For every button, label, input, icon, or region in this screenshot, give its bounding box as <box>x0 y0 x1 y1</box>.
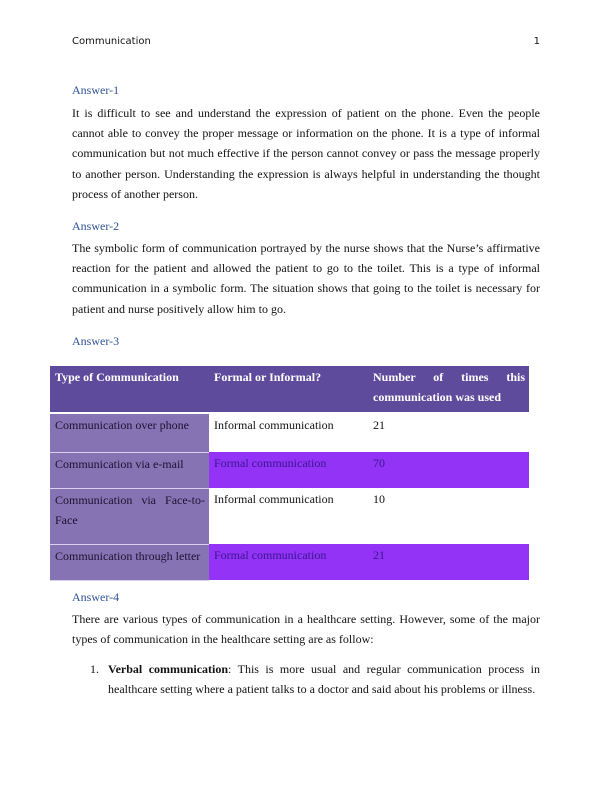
answer-1-heading: Answer-1 <box>72 83 120 97</box>
table-cell: 10 <box>373 492 385 506</box>
column-header: Type of Communication <box>50 366 209 414</box>
list-item-body: Verbal communication: This is more usual… <box>108 659 540 699</box>
table-cell: Communication via e-mail <box>50 452 209 489</box>
table-cell: Communication over phone <box>50 413 209 453</box>
table-cell: 21 <box>373 418 385 432</box>
table-row: Communication via Face-to-Face Informal … <box>50 488 529 545</box>
communication-table: Type of Communication Formal or Informal… <box>50 366 529 581</box>
list-term: Verbal communication <box>108 662 229 676</box>
table-row: Communication over phone Informal commun… <box>50 413 529 453</box>
page-number: 1 <box>533 36 540 47</box>
table-cell: Informal communication <box>214 418 334 432</box>
table-cell: Informal communication <box>214 492 334 506</box>
answer-4-text: There are various types of communication… <box>72 612 540 647</box>
column-header: Number of times this communication was u… <box>368 366 529 414</box>
header-title: Communication <box>72 36 151 47</box>
table-cell: 70 <box>368 452 529 488</box>
answer-2-heading: Answer-2 <box>72 219 120 233</box>
table-row: Communication through letter Formal comm… <box>50 544 529 581</box>
table-cell: Communication through letter <box>50 544 209 581</box>
answer-2-text: The symbolic form of communication portr… <box>72 241 540 316</box>
list-number: 1. <box>90 662 99 676</box>
list-item: 1. Verbal communication: This is more us… <box>90 659 540 699</box>
answer-1-text: It is difficult to see and understand th… <box>72 106 540 201</box>
table-cell: Communication via Face-to-Face <box>50 488 209 545</box>
table-cell: Formal communication <box>209 452 368 488</box>
table-cell: Formal communication <box>209 544 368 580</box>
column-header: Formal or Informal? <box>209 366 368 414</box>
list-text: : This is more usual and regular communi… <box>108 662 540 697</box>
table-cell: 21 <box>368 544 529 580</box>
table-row: Communication via e-mail Formal communic… <box>50 452 529 489</box>
answer-4-heading: Answer-4 <box>72 590 120 604</box>
answer-3-heading: Answer-3 <box>72 334 120 348</box>
page-header: Communication 1 <box>72 36 540 47</box>
table-header-row: Type of Communication Formal or Informal… <box>50 366 529 414</box>
